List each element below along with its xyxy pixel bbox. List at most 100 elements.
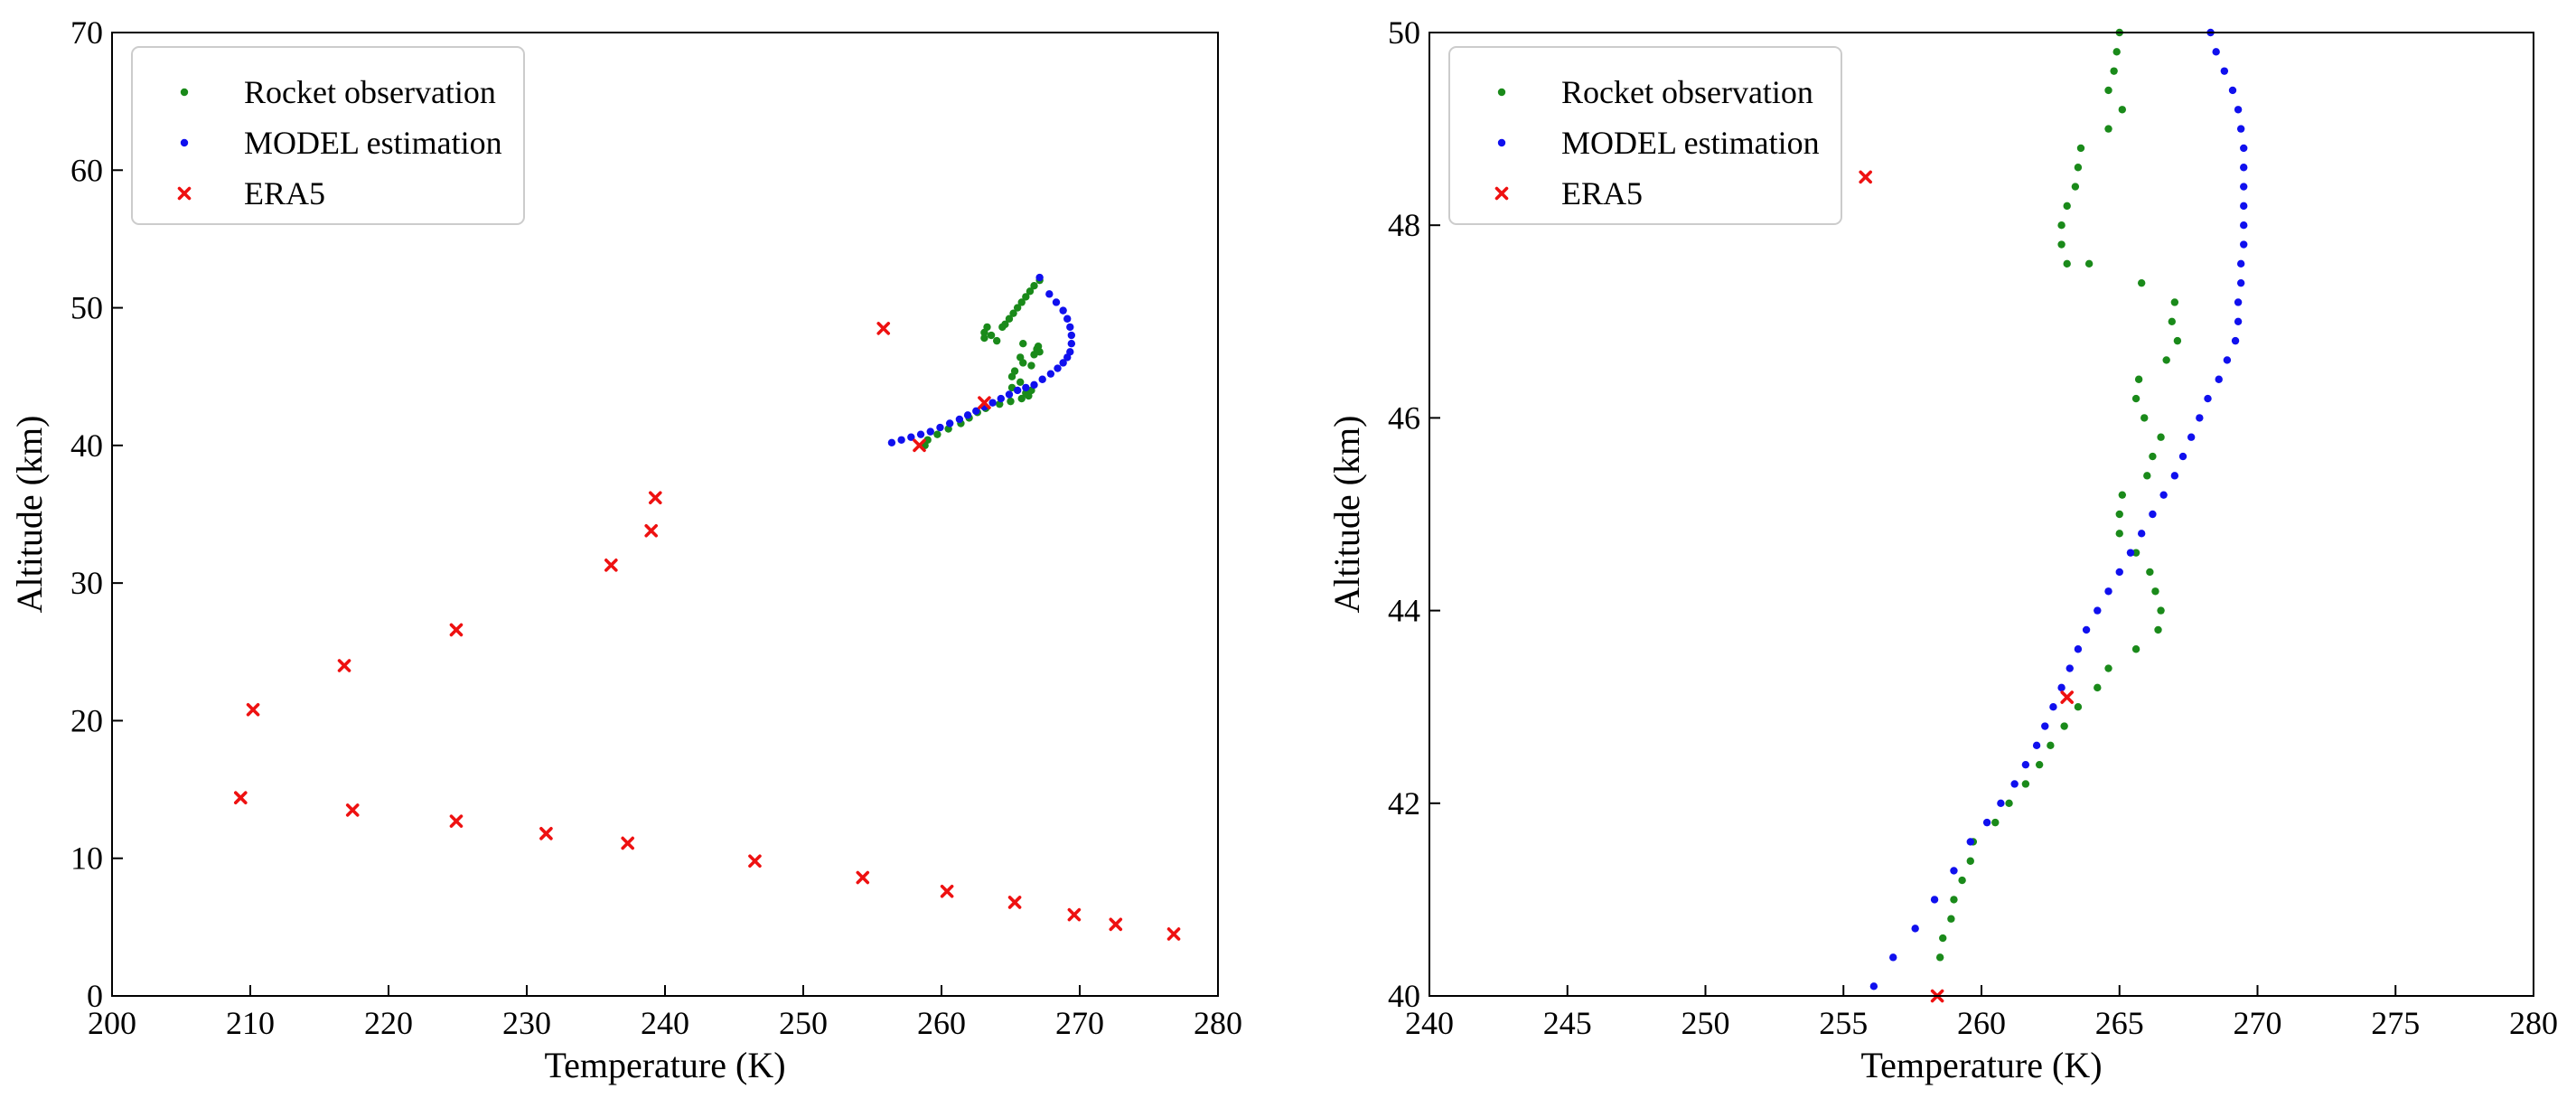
left-y-tick-label: 10 (70, 840, 103, 877)
right-rocket-point (1950, 896, 1958, 904)
left-model-point (1067, 331, 1076, 340)
right-model-point (2094, 606, 2102, 615)
right-rocket-point (2131, 394, 2140, 403)
right-legend-rocket-marker (1497, 88, 1506, 97)
left-era5-point (1109, 917, 1123, 932)
left-rocket-point (1007, 372, 1016, 380)
left-model-point (897, 436, 905, 444)
left-era5-point (648, 491, 662, 505)
left-rocket-point (1026, 287, 1035, 296)
right-rocket-point (2118, 106, 2127, 114)
left-era5-point (748, 854, 762, 869)
right-rocket-point (2094, 683, 2102, 692)
left-rocket-point (1019, 359, 1027, 367)
left-rocket-point (1022, 293, 1030, 301)
left-rocket-point (998, 323, 1007, 332)
left-rocket-point (1030, 351, 1038, 359)
left-model-point (1059, 306, 1067, 315)
right-model-point (2159, 491, 2168, 499)
right-model-point (2240, 221, 2248, 230)
right-model-point (2126, 549, 2135, 557)
right-rocket-point (2035, 760, 2044, 769)
right-rocket-point (2154, 625, 2162, 634)
left-model-point (945, 419, 954, 427)
right-x-tick-label: 255 (1819, 1005, 1868, 1041)
right-rocket-point (2057, 240, 2065, 249)
left-era5-point (621, 836, 634, 850)
right-rocket-point (2074, 164, 2083, 172)
left-y-tick-label: 20 (70, 702, 103, 738)
left-y-tick-label: 60 (70, 152, 103, 188)
left-x-tick-label: 240 (641, 1005, 689, 1041)
right-rocket-point (2151, 587, 2159, 596)
left-x-tick-label: 220 (364, 1005, 413, 1041)
left-era5-point (940, 884, 954, 898)
right-model-point (2204, 394, 2212, 403)
left-model-point (1052, 298, 1061, 306)
right-model-point (1930, 896, 1939, 904)
right-x-tick-label: 270 (2234, 1005, 2282, 1041)
left-x-tick-label: 200 (88, 1005, 136, 1041)
left-y-tick-label: 0 (87, 978, 103, 1014)
right-era5-point (1859, 170, 1872, 184)
right-model-point (1966, 838, 1974, 846)
left-model-point (1038, 375, 1046, 383)
left-chart-y-axis-label: Altitude (km) (9, 416, 50, 614)
left-rocket-point (1013, 304, 1022, 312)
right-model-point (2215, 375, 2223, 383)
right-chart-y-axis-label: Altitude (km) (1326, 416, 1367, 614)
left-rocket-point (933, 430, 941, 438)
right-legend-era5-label: ERA5 (1561, 175, 1643, 211)
right-rocket-point (2115, 510, 2123, 519)
left-chart-legend-box (131, 46, 525, 225)
right-rocket-point (2168, 317, 2176, 325)
right-rocket-point (2157, 433, 2165, 441)
right-model-point (2074, 645, 2083, 653)
right-model-point (2240, 202, 2248, 211)
right-model-point (2234, 298, 2243, 306)
left-y-tick-label: 40 (70, 427, 103, 464)
right-model-point (2240, 164, 2248, 172)
right-rocket-point (2134, 375, 2143, 383)
right-model-point (2170, 472, 2179, 480)
left-rocket-point (980, 328, 988, 337)
right-rocket-point (2071, 183, 2080, 191)
left-model-point (1022, 383, 1030, 392)
right-x-tick-label: 240 (1405, 1005, 1454, 1041)
left-legend-rocket-marker (180, 88, 189, 97)
left-chart-legend: Rocket observation MODEL estimation ERA5 (131, 46, 525, 225)
left-x-tick-label: 230 (502, 1005, 551, 1041)
right-x-tick-label: 275 (2371, 1005, 2420, 1041)
right-model-point (1869, 982, 1878, 991)
right-rocket-point (1966, 857, 1974, 865)
right-model-point (2234, 106, 2243, 114)
right-rocket-point (2118, 491, 2127, 499)
right-model-point (1889, 953, 1897, 962)
right-chart-marks (1859, 28, 2248, 1003)
left-model-point (936, 423, 944, 432)
right-legend-era5-marker (1494, 186, 1509, 201)
right-model-point (2065, 664, 2074, 672)
left-model-point (1013, 386, 1022, 395)
left-era5-point (644, 523, 658, 538)
left-y-tick-label: 70 (70, 14, 103, 51)
right-model-point (1982, 818, 1991, 827)
right-model-point (2234, 317, 2243, 325)
left-legend-era5-marker (177, 186, 192, 201)
right-y-tick-label: 50 (1388, 14, 1420, 51)
left-model-point (972, 407, 980, 415)
right-rocket-point (1939, 934, 1947, 943)
right-x-tick-label: 260 (1957, 1005, 2006, 1041)
left-model-point (1030, 380, 1038, 390)
left-model-point (1067, 339, 1076, 348)
right-legend-model-marker (1497, 138, 1506, 147)
left-model-point (1063, 315, 1072, 323)
left-rocket-point (993, 336, 1001, 345)
left-era5-point (1166, 927, 1181, 941)
right-model-point (2236, 278, 2245, 287)
right-model-point (2240, 183, 2248, 191)
left-legend-rocket-label: Rocket observation (244, 74, 496, 110)
right-rocket-point (2057, 221, 2065, 230)
left-y-tick-label: 50 (70, 290, 103, 326)
